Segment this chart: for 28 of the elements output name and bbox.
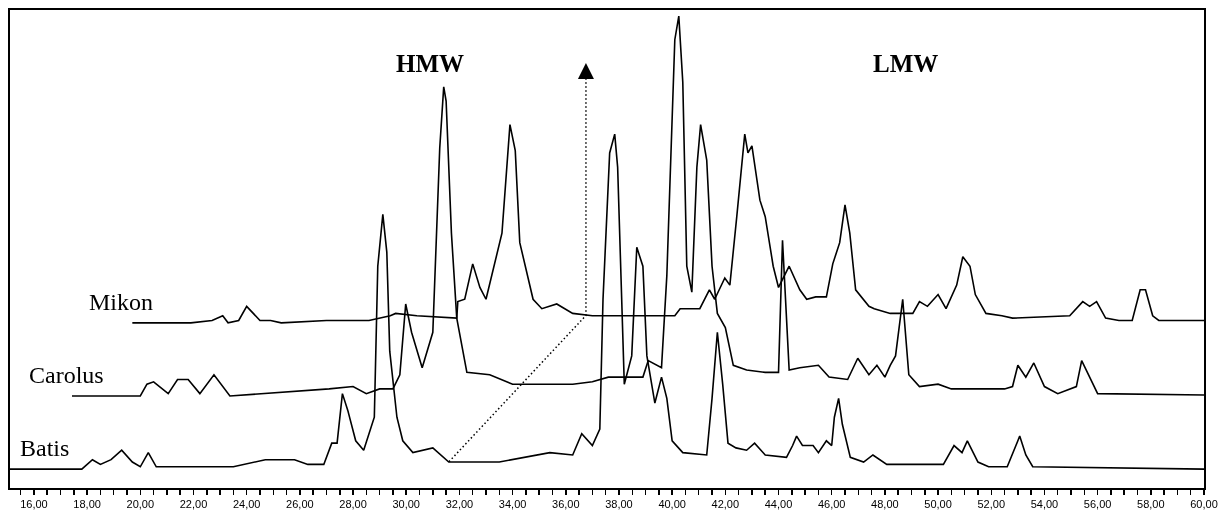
x-tick-label: 44,00 — [764, 498, 793, 511]
x-tick-label: 52,00 — [977, 498, 1006, 511]
x-tick-label: 48,00 — [871, 498, 899, 511]
x-tick-label: 22,00 — [179, 498, 208, 511]
x-tick-label: 54,00 — [1030, 498, 1059, 511]
series-label: Mikon — [89, 289, 154, 315]
x-tick-label: 42,00 — [711, 498, 740, 511]
x-tick-label: 28,00 — [339, 498, 367, 511]
x-tick-label: 46,00 — [817, 498, 846, 511]
annotation: HMW — [396, 50, 465, 77]
x-tick-label: 60,00 — [1190, 498, 1218, 511]
x-tick-label: 34,00 — [498, 498, 527, 511]
annotation: LMW — [873, 50, 939, 77]
x-tick-label: 38,00 — [605, 498, 633, 511]
x-tick-label: 18,00 — [73, 498, 101, 511]
x-tick-label: 40,00 — [658, 498, 686, 511]
x-tick-label: 16,00 — [20, 498, 48, 511]
x-tick-label: 30,00 — [392, 498, 420, 511]
x-tick-label: 26,00 — [286, 498, 314, 511]
series-label: Carolus — [29, 362, 104, 388]
x-tick-label: 32,00 — [445, 498, 474, 511]
x-tick-label: 20,00 — [126, 498, 155, 511]
x-tick-label: 36,00 — [552, 498, 580, 511]
x-tick-label: 56,00 — [1083, 498, 1112, 511]
x-tick-label: 50,00 — [924, 498, 952, 511]
x-tick-label: 58,00 — [1137, 498, 1165, 511]
x-tick-label: 24,00 — [232, 498, 261, 511]
series-label: Batis — [20, 435, 70, 461]
